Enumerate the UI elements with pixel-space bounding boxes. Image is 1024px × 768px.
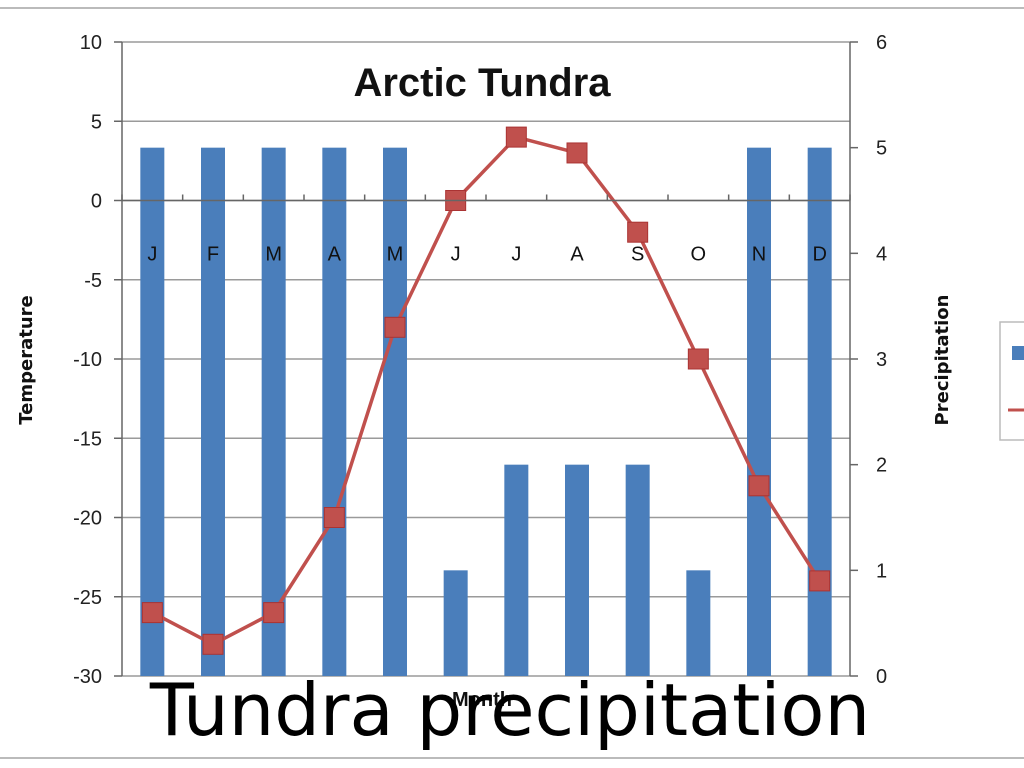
- precipitation-bar: [686, 570, 711, 676]
- caption-text: Tundra precipitation: [149, 668, 870, 752]
- y-axis-left-title: Temperature: [16, 295, 37, 424]
- precipitation-bar: [504, 464, 529, 676]
- right-tick-label: 1: [876, 560, 887, 582]
- left-tick-label: -15: [73, 428, 102, 450]
- right-axis-ticks: 6 5 4 3 2 1 0: [850, 32, 887, 688]
- category-label: M: [265, 244, 282, 266]
- category-label: O: [691, 244, 707, 266]
- category-label: J: [147, 244, 157, 266]
- right-tick-label: 5: [876, 138, 887, 160]
- category-label: A: [328, 244, 342, 266]
- precipitation-bar: [261, 147, 286, 676]
- right-tick-label: 4: [876, 243, 887, 265]
- temperature-point: [566, 142, 588, 164]
- x-axis-title: Month: [452, 689, 512, 711]
- temperature-point: [748, 475, 770, 497]
- left-tick-label: -10: [73, 349, 102, 371]
- y-axis-right-title: Precipitation: [932, 295, 953, 426]
- category-label: S: [631, 244, 644, 266]
- precipitation-bar: [383, 147, 407, 676]
- temperature-point: [323, 507, 345, 528]
- gridlines: [122, 41, 850, 677]
- right-tick-label: 3: [876, 349, 887, 371]
- temperature-point: [627, 221, 649, 243]
- precipitation-bar: [807, 147, 832, 676]
- temperature-point: [809, 570, 831, 592]
- temperature-point: [505, 126, 527, 148]
- legend: [999, 321, 1024, 441]
- temperature-point: [687, 348, 709, 370]
- precipitation-bar: [322, 147, 347, 676]
- temperature-point: [141, 602, 163, 624]
- temperature-line: [141, 126, 831, 655]
- temperature-point: [384, 316, 406, 338]
- left-tick-label: 0: [91, 191, 102, 213]
- left-tick-label: 5: [91, 111, 102, 133]
- right-tick-label: 6: [876, 32, 887, 54]
- temperature-point: [263, 602, 285, 624]
- right-tick-label: 2: [876, 455, 887, 477]
- chart-title: Arctic Tundra: [353, 61, 611, 105]
- precipitation-bar: [140, 147, 165, 676]
- legend-bar-swatch: [1012, 346, 1024, 360]
- category-label: A: [570, 244, 584, 266]
- left-tick-label: -5: [84, 270, 102, 292]
- precipitation-bar: [625, 464, 650, 676]
- legend-border: [999, 321, 1024, 441]
- left-tick-label: -20: [73, 508, 102, 530]
- precipitation-bar: [747, 147, 771, 676]
- left-tick-label: -25: [73, 587, 102, 609]
- temperature-point: [202, 633, 224, 655]
- precipitation-bar: [565, 464, 589, 676]
- category-label: J: [451, 244, 461, 266]
- category-label: F: [207, 244, 219, 266]
- left-tick-label: -30: [73, 666, 102, 688]
- category-label: N: [752, 244, 766, 266]
- temperature-line-path: [151, 135, 822, 647]
- left-tick-label: 10: [80, 32, 102, 54]
- precipitation-bar: [201, 147, 225, 676]
- category-label: J: [511, 244, 521, 266]
- category-label: D: [812, 244, 826, 266]
- precipitation-bar: [443, 570, 468, 676]
- left-axis-ticks: 10 5 0 -5 -10 -15 -20 -25 -30: [73, 32, 122, 688]
- category-label: M: [387, 244, 404, 266]
- right-tick-label: 0: [876, 666, 887, 688]
